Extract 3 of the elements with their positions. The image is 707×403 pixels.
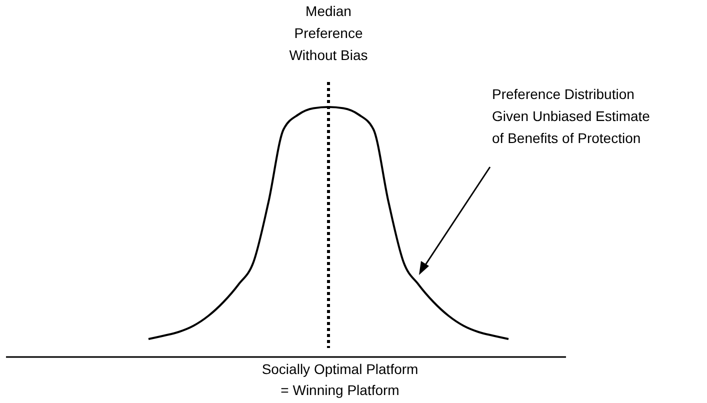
annotation: Preference Distribution Given Unbiased Estimate of Benefits of Protection [492,86,650,146]
text: Median Preference Without Bias [289,3,368,63]
x-axis-title: Socially Optimal Platform = Winning Platform [262,361,418,398]
